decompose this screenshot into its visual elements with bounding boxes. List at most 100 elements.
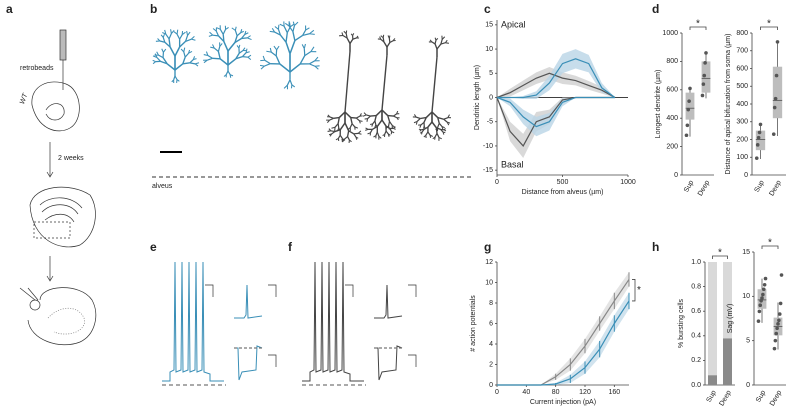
panel-label: g <box>484 240 491 254</box>
x-tick-label: Sup <box>754 179 766 193</box>
dendrite <box>387 121 391 127</box>
box <box>772 66 783 119</box>
dendrite <box>373 135 377 138</box>
dendrite <box>174 46 181 57</box>
data-point <box>756 319 761 323</box>
dendrite <box>396 117 399 121</box>
x-tick-label: 500 <box>557 179 569 186</box>
dendrite <box>182 56 186 65</box>
dendrite <box>435 127 438 131</box>
dendrite <box>195 62 200 65</box>
dendrite <box>389 128 393 132</box>
dendrite <box>355 136 358 140</box>
x-tick-label: Deep <box>768 179 782 197</box>
dendrite <box>418 128 422 131</box>
y-tick-label: 500 <box>736 83 748 90</box>
data-point <box>701 82 706 86</box>
dendrite <box>369 123 373 126</box>
x-tick-label: 40 <box>522 389 530 396</box>
x-tick-label: 120 <box>579 389 591 396</box>
schematic <box>19 29 97 346</box>
dendrite <box>431 121 437 129</box>
dendrite <box>420 116 427 120</box>
box <box>755 130 766 151</box>
dendrite <box>158 54 164 59</box>
dendrite <box>356 115 361 119</box>
dendrite <box>212 28 217 32</box>
spike-train <box>302 261 364 382</box>
dendrite <box>370 114 377 117</box>
y-tick-label: 0 <box>744 172 748 179</box>
alveus-label: alveus <box>152 183 173 190</box>
dendrite <box>271 28 276 33</box>
data-point <box>775 40 780 44</box>
dendrite <box>371 125 378 130</box>
significance-bracket <box>712 255 728 259</box>
dendrite <box>157 38 161 42</box>
dendrite <box>174 63 184 71</box>
dendrite <box>173 75 176 81</box>
dendrite <box>161 48 164 53</box>
dendrite <box>388 35 391 39</box>
data-point <box>761 287 766 292</box>
panel-label: e <box>150 240 157 254</box>
y-tick-label: -15 <box>483 167 493 174</box>
y-tick-label: 0.2 <box>691 357 701 364</box>
dendrite <box>260 65 265 70</box>
dendrite <box>240 30 244 34</box>
data-point <box>684 133 689 138</box>
data-point <box>777 318 781 323</box>
dendrite <box>328 133 332 136</box>
dendrite <box>374 115 377 122</box>
dendrite <box>341 32 344 36</box>
dendrite <box>186 30 189 36</box>
dendrite <box>310 46 315 52</box>
data-point <box>700 93 705 98</box>
dendrite <box>365 127 369 130</box>
y-tick-label: 800 <box>666 58 678 65</box>
dendrite <box>302 33 310 37</box>
dendrite <box>185 38 192 42</box>
dendrite <box>440 39 443 45</box>
dendrite <box>387 133 390 137</box>
apical-trunk <box>344 51 351 113</box>
dendrite <box>337 134 341 139</box>
dendrite <box>269 30 275 33</box>
data-point <box>685 123 690 128</box>
dendrite <box>262 55 266 61</box>
dendrite <box>376 119 383 127</box>
significance-bracket <box>761 245 779 249</box>
dendrite <box>244 32 249 35</box>
dendrite <box>181 31 186 36</box>
dendrite <box>159 40 165 43</box>
dendrite <box>227 42 236 52</box>
x-tick-label: Sup <box>683 179 695 193</box>
dendrite <box>442 131 445 135</box>
dendrite <box>194 63 199 67</box>
bar-segment <box>723 338 732 385</box>
dendrite <box>379 36 382 40</box>
dendrite <box>160 60 168 65</box>
annotation: Basal <box>501 159 524 169</box>
dendrite <box>423 125 425 129</box>
dendrite <box>335 137 339 141</box>
dendrite <box>434 133 438 138</box>
dendrite <box>382 133 385 137</box>
data-point <box>772 105 777 110</box>
error-band <box>497 97 615 159</box>
data-point <box>754 156 759 160</box>
dendrite <box>425 111 433 119</box>
dendrite <box>446 121 450 126</box>
significance-label: * <box>637 285 641 296</box>
y-tick-label: 0.8 <box>691 283 701 290</box>
x-tick-label: 1000 <box>620 179 636 186</box>
slice <box>29 186 96 248</box>
dendrite <box>242 55 249 58</box>
dendrite <box>336 127 340 132</box>
dendrite <box>184 52 190 58</box>
hippocampus-curve <box>27 287 97 346</box>
dendrite <box>219 43 223 47</box>
dendrite <box>375 131 378 136</box>
y-tick-label: -10 <box>483 143 493 150</box>
dendrite <box>289 22 291 27</box>
